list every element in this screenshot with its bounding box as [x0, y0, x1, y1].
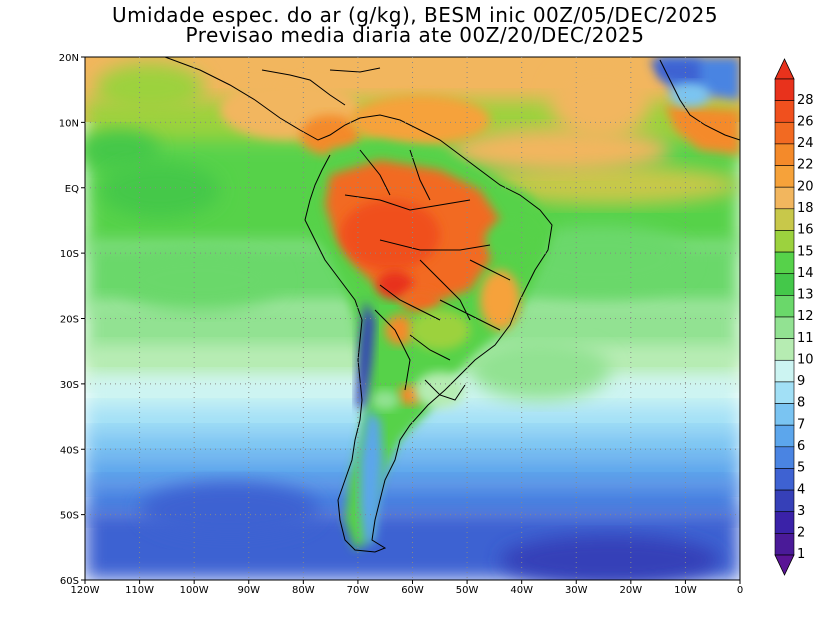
colorbar-swatch — [774, 208, 795, 231]
colorbar-level-label: 13 — [797, 288, 814, 303]
lon-tick-label: 40W — [510, 585, 533, 596]
colorbar-swatch — [774, 100, 795, 123]
colorbar-bottom-arrow — [774, 554, 795, 576]
colorbar-swatch — [774, 295, 795, 318]
lon-tick-label: 0 — [737, 585, 743, 596]
colorbar-swatch — [774, 273, 795, 296]
lon-tick-label: 10W — [674, 585, 697, 596]
colorbar-level-label: 8 — [797, 396, 805, 411]
lat-tick-label: 20N — [59, 53, 79, 64]
lon-tick-label: 110W — [125, 585, 154, 596]
colorbar-level-label: 5 — [797, 461, 805, 476]
colorbar-swatch — [774, 338, 795, 361]
lon-tick-label: 90W — [237, 585, 260, 596]
colorbar: 28 26 24 22 20 18 16 15 14 13 12 11 10 9 8 7 6 5 4 3 2 1 — [774, 58, 814, 576]
colorbar-swatch — [774, 359, 795, 383]
colorbar-swatch — [774, 251, 795, 275]
colorbar-swatch — [774, 316, 795, 339]
colorbar-level-label: 16 — [797, 223, 814, 238]
lon-tick-label: 80W — [292, 585, 315, 596]
gridlines — [85, 57, 740, 580]
colorbar-level-label: 26 — [797, 114, 814, 129]
lat-tick-label: 60S — [60, 576, 79, 587]
colorbar-swatch — [774, 403, 795, 426]
colorbar-swatch — [774, 533, 795, 556]
colorbar-level-label: 12 — [797, 309, 814, 324]
lon-tick-label: 20W — [620, 585, 643, 596]
colorbar-level-label: 15 — [797, 244, 814, 259]
lon-tick-label: 120W — [71, 585, 100, 596]
lon-tick-label: 60W — [401, 585, 424, 596]
colorbar-swatch — [774, 381, 795, 404]
lat-tick-label: 50S — [60, 511, 79, 522]
colorbar-swatch — [774, 446, 795, 469]
colorbar-level-label: 3 — [797, 504, 805, 519]
colorbar-level-label: 24 — [797, 136, 814, 151]
colorbar-swatch — [774, 121, 795, 145]
colorbar-level-label: 2 — [797, 526, 805, 541]
colorbar-top-arrow — [774, 58, 795, 80]
lon-tick-label: 50W — [456, 585, 479, 596]
colorbar-level-label: 18 — [797, 201, 814, 216]
colorbar-swatch — [774, 424, 795, 448]
lat-tick-label: EQ — [65, 184, 79, 195]
colorbar-swatch — [774, 165, 795, 188]
colorbar-swatch — [774, 230, 795, 253]
colorbar-swatch — [774, 511, 795, 534]
colorbar-level-label: 14 — [797, 266, 814, 281]
lat-tick-label: 10S — [60, 249, 79, 260]
lat-tick-label: 40S — [60, 445, 79, 456]
lat-tick-label: 20S — [60, 315, 79, 326]
lon-tick-label: 70W — [347, 585, 370, 596]
colorbar-level-label: 9 — [797, 374, 805, 389]
coastlines — [164, 57, 740, 553]
colorbar-swatch — [774, 78, 795, 101]
colorbar-level-label: 6 — [797, 439, 805, 454]
colorbar-swatch — [774, 468, 795, 491]
chart-title-line-1: Umidade espec. do ar (g/kg), BESM inic 0… — [111, 3, 719, 27]
colorbar-level-label: 11 — [797, 331, 814, 346]
lat-tick-label: 10N — [59, 118, 79, 129]
colorbar-level-label: 7 — [797, 417, 805, 432]
humidity-field — [85, 57, 740, 580]
colorbar-level-label: 22 — [797, 158, 814, 173]
lon-tick-label: 100W — [180, 585, 209, 596]
colorbar-level-label: 4 — [797, 482, 805, 497]
colorbar-swatch — [774, 143, 795, 166]
colorbar-level-label: 10 — [797, 352, 814, 367]
lon-tick-label: 30W — [565, 585, 588, 596]
lat-tick-label: 30S — [60, 380, 79, 391]
colorbar-swatch — [774, 489, 795, 513]
colorbar-level-label: 1 — [797, 547, 805, 562]
chart-title-line-2: Previsao media diaria ate 00Z/20/DEC/202… — [185, 23, 645, 47]
colorbar-swatch — [774, 186, 795, 210]
colorbar-level-label: 28 — [797, 93, 814, 108]
colorbar-level-label: 20 — [797, 179, 814, 194]
